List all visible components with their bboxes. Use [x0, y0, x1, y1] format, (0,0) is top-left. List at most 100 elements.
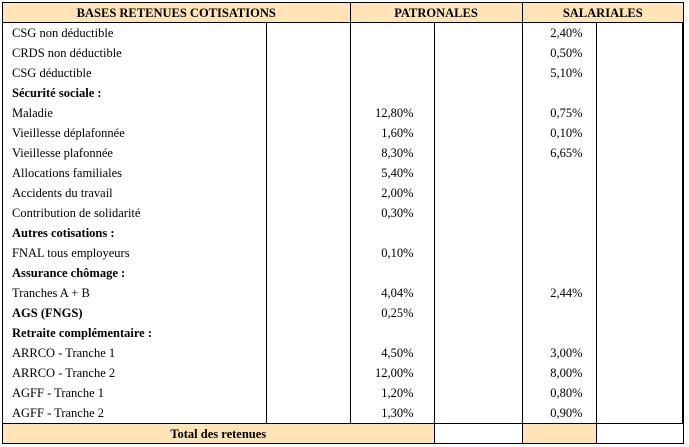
- row-label: Vieillesse plafonnée: [12, 145, 113, 160]
- patronales-amount: [433, 243, 523, 263]
- row-label: Maladie: [12, 105, 53, 120]
- base-cell: [265, 343, 350, 363]
- patronales-rate: 12,00%: [349, 363, 434, 383]
- patronales-rate: [349, 263, 434, 283]
- salariales-rate: [521, 83, 597, 103]
- patronales-rate: [349, 83, 434, 103]
- patronales-amount: [433, 22, 523, 43]
- patronales-amount: [433, 63, 523, 83]
- salariales-rate: [521, 243, 597, 263]
- base-cell: [265, 83, 350, 103]
- table-row: AGFF - Tranche 1 1,20% 0,80%: [3, 383, 684, 403]
- base-cell: [265, 63, 350, 83]
- total-patronales-cell[interactable]: [434, 423, 523, 443]
- patronales-rate: 0,30%: [349, 203, 434, 223]
- salariales-rate: [521, 183, 597, 203]
- salariales-rate: 0,90%: [521, 403, 597, 424]
- patronales-rate: 12,80%: [349, 103, 434, 123]
- table-row: Vieillesse plafonnée 8,30% 6,65%: [3, 143, 684, 163]
- base-cell: [265, 223, 350, 243]
- salariales-amount: [595, 363, 684, 383]
- salariales-rate: [521, 223, 597, 243]
- patronales-rate: 4,04%: [349, 283, 434, 303]
- salariales-amount: [595, 43, 684, 63]
- base-cell: [265, 323, 350, 343]
- salariales-rate: [521, 323, 597, 343]
- patronales-rate: 1,20%: [349, 383, 434, 403]
- salariales-rate: [521, 203, 597, 223]
- salariales-amount: [595, 283, 684, 303]
- base-cell: [265, 203, 350, 223]
- salariales-rate: 0,10%: [521, 123, 597, 143]
- salariales-amount: [595, 203, 684, 223]
- row-label: CSG déductible: [12, 65, 92, 80]
- salariales-rate: 5,10%: [521, 63, 597, 83]
- total-salariales-cell[interactable]: [595, 423, 684, 443]
- patronales-rate: 0,10%: [349, 243, 434, 263]
- patronales-amount: [433, 303, 523, 323]
- table-row: AGFF - Tranche 2 1,30% 0,90%: [3, 403, 684, 424]
- patronales-amount: [433, 223, 523, 243]
- salariales-rate: [521, 303, 597, 323]
- row-label: Allocations familiales: [12, 165, 123, 180]
- base-cell: [265, 303, 350, 323]
- patronales-rate: 5,40%: [349, 163, 434, 183]
- salariales-amount: [595, 383, 684, 403]
- salariales-amount: [595, 63, 684, 83]
- patronales-rate: [349, 63, 434, 83]
- patronales-amount: [433, 363, 523, 383]
- row-label: Contribution de solidarité: [12, 205, 141, 220]
- patronales-rate: [349, 323, 434, 343]
- row-label: CSG non déductible: [12, 25, 114, 40]
- patronales-amount: [433, 343, 523, 363]
- total-row: Total des retenues: [3, 423, 684, 443]
- table-row: Assurance chômage :: [3, 263, 684, 283]
- row-label: Accidents du travail: [12, 185, 113, 200]
- table-row: AGS (FNGS) 0,25%: [3, 303, 684, 323]
- table-row: Maladie 12,80% 0,75%: [3, 103, 684, 123]
- salariales-amount: [595, 303, 684, 323]
- patronales-amount: [433, 143, 523, 163]
- table-row: Vieillesse déplafonnée 1,60% 0,10%: [3, 123, 684, 143]
- salariales-amount: [595, 183, 684, 203]
- cotisations-table: BASES RETENUES COTISATIONS PATRONALES SA…: [3, 3, 684, 443]
- base-cell: [265, 383, 350, 403]
- patronales-rate: 2,00%: [349, 183, 434, 203]
- salariales-amount: [595, 243, 684, 263]
- salariales-amount: [595, 403, 684, 424]
- table-row: CRDS non déductible 0,50%: [3, 43, 684, 63]
- patronales-amount: [433, 43, 523, 63]
- table-row: Autres cotisations :: [3, 223, 684, 243]
- row-label: Assurance chômage :: [12, 265, 126, 280]
- row-label: Sécurité sociale :: [12, 85, 102, 100]
- row-label: Tranches A + B: [12, 285, 90, 300]
- patronales-amount: [433, 123, 523, 143]
- table-row: ARRCO - Tranche 2 12,00% 8,00%: [3, 363, 684, 383]
- base-cell: [265, 143, 350, 163]
- cotisations-sheet: BASES RETENUES COTISATIONS PATRONALES SA…: [2, 2, 684, 444]
- row-label: ARRCO - Tranche 2: [12, 365, 116, 380]
- patronales-amount: [433, 403, 523, 424]
- salariales-rate: [521, 263, 597, 283]
- salariales-amount: [595, 123, 684, 143]
- salariales-amount: [595, 143, 684, 163]
- patronales-rate: 0,25%: [349, 303, 434, 323]
- header-salariales: SALARIALES: [521, 3, 684, 23]
- patronales-rate: 4,50%: [349, 343, 434, 363]
- salariales-amount: [595, 323, 684, 343]
- patronales-rate: [349, 223, 434, 243]
- salariales-amount: [595, 223, 684, 243]
- row-label: Autres cotisations :: [12, 225, 115, 240]
- patronales-amount: [433, 283, 523, 303]
- patronales-amount: [433, 203, 523, 223]
- base-cell: [265, 43, 350, 63]
- table-row: Accidents du travail 2,00%: [3, 183, 684, 203]
- salariales-rate: 8,00%: [521, 363, 597, 383]
- table-row: Tranches A + B 4,04% 2,44%: [3, 283, 684, 303]
- base-cell: [265, 163, 350, 183]
- salariales-amount: [595, 103, 684, 123]
- salariales-amount: [595, 22, 684, 43]
- base-cell: [265, 103, 350, 123]
- patronales-amount: [433, 323, 523, 343]
- base-cell: [265, 183, 350, 203]
